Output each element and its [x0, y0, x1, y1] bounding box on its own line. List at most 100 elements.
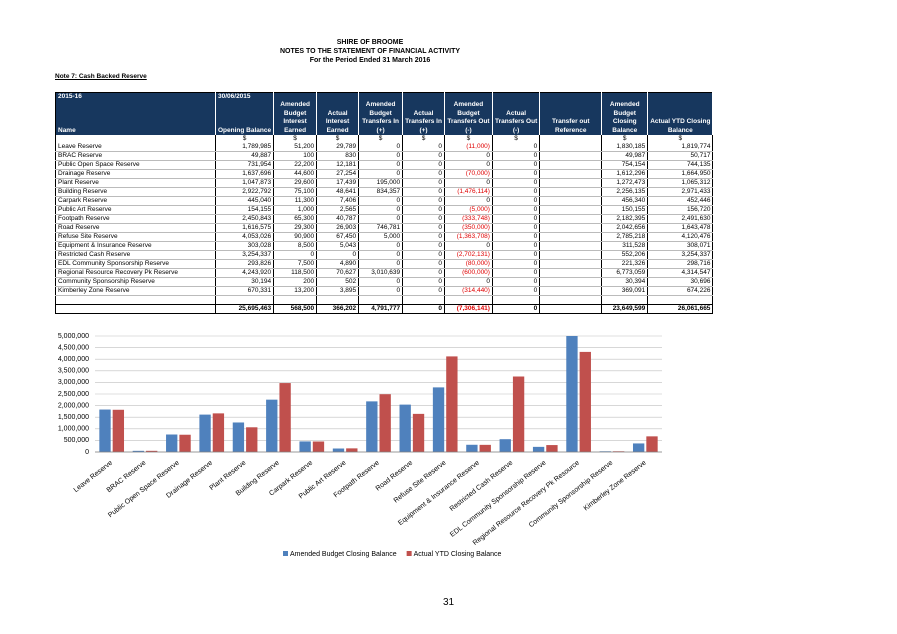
- unit-cell: $: [316, 135, 360, 143]
- legend-swatch: [406, 551, 412, 556]
- bar: [246, 427, 258, 452]
- table-cell: 0: [402, 151, 445, 161]
- header-top: 30/06/2015: [218, 93, 251, 100]
- spacer-cell: [316, 295, 360, 305]
- table-cell: 7,500: [273, 259, 318, 269]
- header-text: Amended: [365, 101, 396, 108]
- header-cell: Actual Interest Earned: [316, 92, 360, 135]
- table-cell: [539, 205, 603, 215]
- table-cell: 746,781: [358, 223, 404, 233]
- reserve-table: 2015-16 Name 30/06/2015 Opening Balance Amen…: [55, 92, 714, 314]
- table-cell: 2,182,395: [601, 214, 649, 224]
- table-cell: (1,363,708): [444, 232, 493, 242]
- table-cell: 674,226: [647, 286, 714, 296]
- page-number: 31: [442, 597, 455, 608]
- unit-cell: $: [601, 135, 649, 143]
- table-cell: 90,900: [273, 232, 318, 242]
- table-cell: 3,010,639: [358, 268, 404, 278]
- table-cell: Public Art Reserve: [55, 205, 216, 215]
- header-text: (+): [419, 126, 428, 134]
- table-cell: 311,528: [601, 241, 649, 251]
- table-cell: 2,922,792: [215, 187, 275, 197]
- table-cell: 0: [492, 214, 541, 224]
- table-cell: 49,887: [215, 151, 275, 161]
- header-row: 2015-16 Name 30/06/2015 Opening Balance Amen…: [55, 92, 714, 135]
- table-cell: 0: [402, 143, 445, 152]
- header-cell: Actual Transfers Out (-): [492, 92, 541, 135]
- table-cell: 0: [402, 196, 445, 206]
- table-cell: 0: [402, 241, 445, 251]
- table-cell: 26,061,665: [647, 304, 714, 314]
- table-cell: 7,406: [316, 196, 360, 206]
- table-cell: 0: [402, 169, 445, 179]
- y-tick-label: 2,000,000: [58, 402, 89, 409]
- header-text: Actual: [506, 109, 527, 117]
- table-cell: 154,155: [215, 205, 275, 215]
- table-cell: 0: [492, 151, 541, 161]
- table-row: Regional Resource Recovery Pk Reserve 4,2…: [55, 268, 714, 278]
- header-text: Balance: [667, 126, 693, 134]
- table-cell: 156,720: [647, 205, 714, 215]
- table-cell: 2,565: [316, 205, 360, 215]
- unit-cell: $: [358, 135, 404, 143]
- table-cell: 0: [402, 205, 445, 215]
- table-cell: 0: [492, 259, 541, 269]
- header-cell: Amended Budget Interest Earned: [273, 92, 318, 135]
- table-cell: 0: [358, 205, 404, 215]
- table-cell: 0: [358, 250, 404, 260]
- table-cell: [539, 223, 603, 233]
- table-cell: 23,649,599: [601, 304, 649, 314]
- table-cell: 1,065,312: [647, 178, 714, 188]
- table-cell: 11,300: [273, 196, 318, 206]
- table-cell: 0: [492, 178, 541, 188]
- header-cell: Amended Budget Transfers In (+): [358, 92, 404, 135]
- table-cell: 17,439: [316, 178, 360, 188]
- table-cell: 445,040: [215, 196, 275, 206]
- table-cell: 29,600: [273, 178, 318, 188]
- table-cell: 30,696: [647, 277, 714, 287]
- table-cell: 0: [402, 304, 445, 314]
- table-cell: 51,200: [273, 143, 318, 152]
- table-cell: 0: [402, 268, 445, 278]
- table-row: EDL Community Sponsorship Reserve 293,826…: [55, 259, 714, 269]
- table-cell: [539, 304, 603, 314]
- header-cell: Actual YTD Closing Balance: [647, 92, 714, 135]
- table-cell: 8,500: [273, 241, 318, 251]
- table-cell: 50,717: [647, 151, 714, 161]
- table-cell: (80,000): [444, 259, 493, 269]
- table-cell: 1,664,950: [647, 169, 714, 179]
- table-cell: (333,748): [444, 214, 493, 224]
- bar: [212, 413, 225, 452]
- spacer-cell: [444, 295, 493, 305]
- table-cell: [539, 232, 603, 242]
- spacer-cell: [55, 295, 216, 305]
- bar: [532, 446, 545, 452]
- table-cell: Equipment & Insurance Reserve: [55, 241, 216, 251]
- table-cell: 744,135: [647, 160, 714, 170]
- table-cell: 3,254,337: [215, 250, 275, 260]
- table-cell: 0: [358, 151, 404, 161]
- table-cell: [539, 151, 603, 161]
- table-cell: 0: [358, 286, 404, 296]
- table-cell: 0: [402, 250, 445, 260]
- table-cell: 200: [273, 277, 318, 287]
- table-cell: 0: [358, 259, 404, 269]
- y-tick-label: 3,500,000: [58, 368, 89, 375]
- table-cell: 49,987: [601, 151, 649, 161]
- header-text: Transfers In: [362, 118, 400, 125]
- bar: [399, 404, 411, 452]
- bar: [179, 434, 191, 452]
- header-text: Interest: [325, 118, 350, 125]
- table-cell: 1,000: [273, 205, 318, 215]
- table-cell: [539, 250, 603, 260]
- table-cell: 0: [358, 143, 404, 152]
- table-cell: Drainage Reserve: [55, 169, 216, 179]
- table-cell: [539, 178, 603, 188]
- table-cell: 0: [402, 223, 445, 233]
- table-cell: 0: [492, 241, 541, 251]
- header-text: Actual: [327, 109, 348, 117]
- header-text: Earned: [326, 126, 349, 134]
- spacer-cell: [492, 295, 541, 305]
- table-cell: 75,100: [273, 187, 318, 197]
